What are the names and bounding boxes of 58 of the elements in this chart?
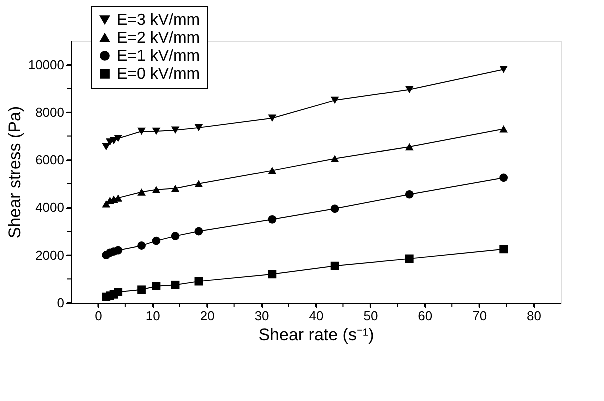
point (152, 186, 161, 194)
x-tick-label: 30 (254, 308, 270, 324)
point (268, 215, 277, 224)
point (500, 126, 508, 133)
point (330, 155, 340, 163)
point (102, 143, 111, 151)
x-tick-label: 40 (309, 308, 324, 324)
y-tick-label: 8000 (36, 104, 64, 120)
legend-label: E=2 kV/mm (117, 30, 200, 47)
y-tick-label: 4000 (36, 200, 64, 216)
point (405, 143, 414, 151)
point (405, 254, 414, 264)
y-tick-label: 10000 (28, 57, 64, 72)
point (114, 135, 123, 142)
x-tick-label: 20 (200, 308, 215, 324)
point (268, 270, 277, 279)
point (171, 126, 180, 134)
legend-label: E=1 kV/mm (117, 48, 200, 65)
point (194, 277, 204, 286)
x-tick-label: 50 (364, 308, 378, 324)
point (138, 128, 146, 136)
x-tick-label: 80 (527, 308, 542, 324)
x-tick-label: 70 (472, 308, 488, 324)
y-tick-label: 0 (57, 296, 64, 310)
point (194, 227, 204, 236)
point (138, 242, 146, 250)
point (500, 66, 508, 74)
legend-label: E=0 kV/mm (117, 66, 200, 83)
point (138, 188, 146, 196)
x-axis-title: Shear rate (s⁻¹) (258, 326, 374, 344)
x-tick-label: 60 (418, 308, 433, 324)
point (500, 174, 508, 182)
point (152, 236, 161, 246)
point (405, 86, 414, 94)
point (330, 204, 340, 214)
point (138, 286, 146, 294)
x-tick-label: 10 (146, 308, 160, 324)
x-tick-label: 0 (95, 308, 102, 324)
y-tick-label: 6000 (36, 152, 64, 168)
point (114, 246, 123, 255)
point (152, 282, 161, 291)
point (194, 124, 204, 132)
point (114, 288, 123, 296)
point (171, 185, 180, 192)
point (152, 128, 161, 136)
point (330, 262, 340, 270)
point (171, 232, 180, 240)
point (330, 96, 340, 104)
legend-label: E=3 kV/mm (117, 12, 200, 29)
y-axis-title: Shear stress (Pa) (5, 106, 24, 239)
point (268, 114, 277, 122)
point (102, 200, 111, 208)
y-tick-label: 2000 (36, 248, 64, 263)
point (194, 180, 204, 188)
point (500, 245, 508, 254)
point (171, 280, 180, 290)
point (268, 167, 277, 174)
point (405, 190, 414, 199)
